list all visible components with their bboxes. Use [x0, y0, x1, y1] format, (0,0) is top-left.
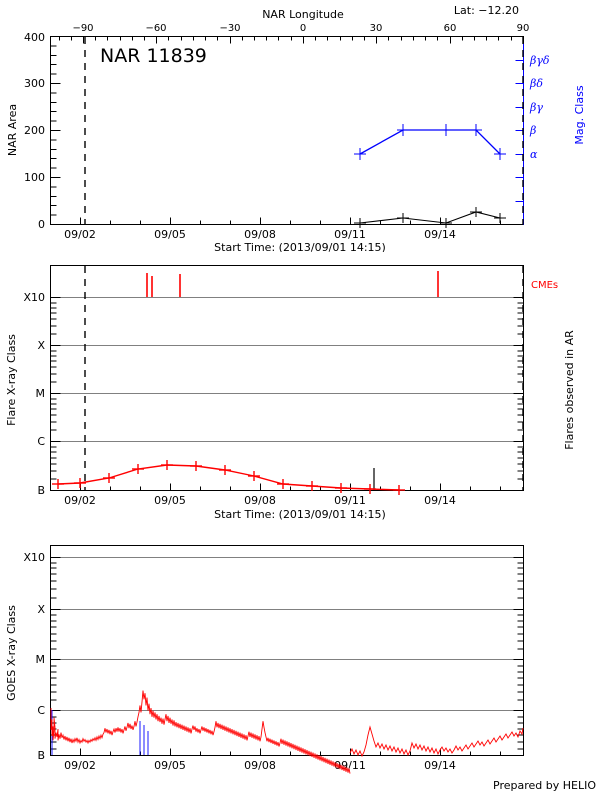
p3-date-tick-0902: 09/02	[64, 759, 96, 772]
flareclass-tick-x10: X10	[23, 291, 45, 304]
magclass-tick-bgd: βγδ	[529, 54, 550, 67]
goesclass-tick-b: B	[37, 749, 45, 762]
panel1-top-ticks	[59, 36, 524, 44]
magclass-tick-alpha: α	[530, 148, 538, 161]
lon-tick--30: −30	[219, 23, 240, 34]
panel3-gridlines	[51, 557, 523, 711]
flareclass-tick-x: X	[37, 339, 45, 352]
area-tick-0: 0	[38, 218, 45, 231]
p3-date-tick-0908: 09/08	[244, 759, 276, 772]
p2-date-tick-0905: 09/05	[154, 494, 186, 507]
lon-tick-60: 60	[444, 23, 457, 34]
panel1-left-ticks	[50, 36, 61, 225]
nar-area-series	[354, 207, 506, 228]
area-tick-100: 100	[24, 171, 45, 184]
panel1-bottom-ticks	[80, 217, 501, 225]
panel3-right-ticks	[513, 557, 524, 750]
panel2-left-ticklabels: B C M X X10	[23, 291, 45, 497]
magclass-series	[354, 124, 506, 160]
panel-flare-xray-class: B C M X X10 Flare X-ray Class	[5, 265, 576, 521]
panel-goes-xray-class: B C M X X10 GOES X-ray Class	[5, 545, 596, 792]
magclass-tick-betadelta: βδ	[529, 77, 543, 90]
p2-date-tick-0908: 09/08	[244, 494, 276, 507]
magclass-tick-beta: β	[529, 124, 536, 137]
panel1-inplot-title: NAR 11839	[100, 45, 207, 67]
date-tick-0905: 09/05	[154, 228, 186, 241]
lon-tick-30: 30	[370, 23, 383, 34]
flareclass-tick-m: M	[36, 387, 46, 400]
flare-class-series	[52, 460, 405, 495]
panel3-bottom-ticks	[80, 748, 501, 756]
flareclass-tick-b: B	[37, 484, 45, 497]
cmes-label: CMEs	[531, 280, 558, 291]
latitude-label: Lat: −12.20	[454, 4, 519, 17]
goesclass-tick-m: M	[36, 653, 46, 666]
panel1-top-axis-title: NAR Longitude	[262, 8, 344, 21]
area-tick-200: 200	[24, 124, 45, 137]
panel-nar-area: NAR Longitude Lat: −12.20	[6, 4, 586, 252]
p2-date-tick-0914: 09/14	[424, 494, 456, 507]
goesclass-tick-x: X	[37, 603, 45, 616]
panel1-top-ticklabels: −90 −60 −30 0 30 60 90	[72, 23, 529, 34]
panel2-bottom-axis-title: Start Time: (2013/09/01 14:15)	[214, 508, 386, 521]
panel2-right-axis-title: Flares observed in AR	[563, 330, 576, 450]
lon-tick--60: −60	[145, 23, 166, 34]
lon-tick-0: 0	[300, 23, 306, 34]
panel2-bottom-ticklabels: 09/02 09/05 09/08 09/11 09/14	[64, 494, 456, 507]
panel1-right-ticklabels: α β βγ βδ βγδ	[529, 54, 550, 161]
date-tick-0914: 09/14	[424, 228, 456, 241]
p3-date-tick-0914: 09/14	[424, 759, 456, 772]
panel3-left-ticklabels: B C M X X10	[23, 551, 45, 762]
area-tick-400: 400	[24, 31, 45, 44]
panel2-right-ticks	[513, 297, 524, 480]
panel3-left-ticks	[50, 557, 61, 756]
flareclass-tick-c: C	[37, 435, 45, 448]
lon-tick-90: 90	[517, 23, 530, 34]
p2-date-tick-0902: 09/02	[64, 494, 96, 507]
panel1-right-ticks	[515, 60, 524, 202]
panel3-bottom-ticklabels: 09/02 09/05 09/08 09/11 09/14	[64, 759, 456, 772]
lon-tick--90: −90	[72, 23, 93, 34]
magclass-tick-betagamma: βγ	[529, 101, 543, 114]
goesclass-tick-x10: X10	[23, 551, 45, 564]
panel3-frame	[50, 545, 524, 756]
panel2-left-ticks	[50, 297, 61, 491]
date-tick-0902: 09/02	[64, 228, 96, 241]
goes-flare-markers	[51, 710, 149, 755]
panel3-left-axis-title: GOES X-ray Class	[5, 605, 18, 701]
cme-markers	[146, 271, 439, 297]
goesclass-tick-c: C	[37, 704, 45, 717]
panel2-gridlines	[51, 297, 523, 442]
panel1-left-axis-title: NAR Area	[6, 104, 19, 156]
p3-date-tick-0905: 09/05	[154, 759, 186, 772]
panel1-bottom-axis-title: Start Time: (2013/09/01 14:15)	[214, 241, 386, 252]
date-tick-0911: 09/11	[334, 228, 366, 241]
panel2-frame	[50, 265, 524, 491]
panel1-right-axis-title: Mag. Class	[573, 85, 586, 144]
goes-xray-trace	[50, 690, 524, 774]
panel1-bottom-ticklabels: 09/02 09/05 09/08 09/11 09/14	[64, 228, 456, 241]
panel1-left-ticklabels: 0 100 200 300 400	[24, 31, 45, 231]
panel2-left-axis-title: Flare X-ray Class	[5, 334, 18, 426]
footer-prepared-by: Prepared by HELIO	[493, 779, 596, 792]
p2-date-tick-0911: 09/11	[334, 494, 366, 507]
date-tick-0908: 09/08	[244, 228, 276, 241]
area-tick-300: 300	[24, 77, 45, 90]
